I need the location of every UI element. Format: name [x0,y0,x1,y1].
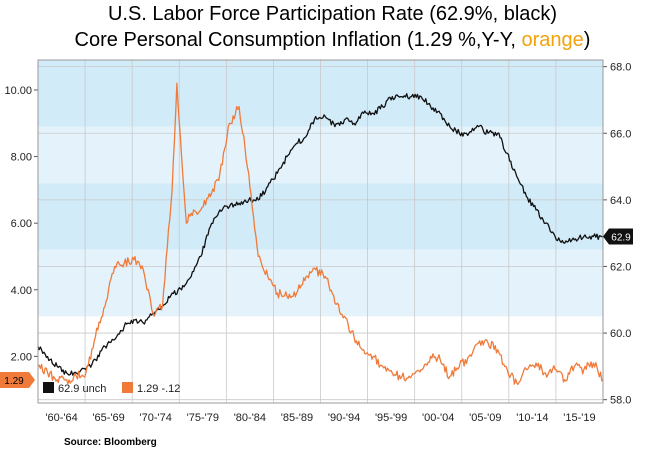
legend-label-black: 62.9 unch [58,383,106,395]
right-y-tick-label: 58.0 [610,395,631,407]
legend-label-orange: 1.29 -.12 [137,383,180,395]
x-tick-label: '60-'64 [45,412,77,424]
x-tick-label: '75-'79 [187,412,219,424]
left-y-tick-label: 6.00 [11,218,32,230]
plot-frame [37,59,604,404]
left-y-tick-label: 2.00 [11,351,32,363]
title-close-paren: ) [583,29,591,51]
x-tick-label: '85-'89 [281,412,313,424]
x-tick-label: '10-'14 [516,412,548,424]
source-note: Source: Bloomberg [64,437,157,448]
right-y-tick-label: 62.0 [610,261,631,273]
chart-title-line-1: U.S. Labor Force Participation Rate (62.… [107,3,558,25]
x-tick-label: '00-'04 [422,412,454,424]
right-y-tick-label: 66.0 [610,128,631,140]
series-lines [37,82,604,386]
x-tick-label: '05-'09 [469,412,501,424]
x-tick-label: '90-'94 [328,412,360,424]
axes: '60-'64 '65-'69 '70-'74 '75-'79 '80-'84 '85-'… [4,59,631,424]
legend-swatch-orange [122,382,133,393]
chart-legend: 62.9 unch 1.29 -.12 [43,382,180,395]
left-last-value-badge [0,372,35,389]
title-orange-word: orange [521,29,584,51]
left-y-tick-label: 10.00 [4,85,32,97]
left-y-tick-label: 4.00 [11,285,32,297]
x-tick-label: '95-'99 [375,412,407,424]
right-y-tick-label: 68.0 [610,62,631,74]
black-series-line [37,93,604,376]
x-tick-label: '80-'84 [234,412,266,424]
grid-lines [38,60,603,403]
right-y-tick-label: 60.0 [610,328,631,340]
left-last-value-label: 1.29 [4,376,24,387]
right-last-value-badge [603,228,633,245]
title-text: Core Personal Consumption Inflation (1.2… [74,29,522,51]
orange-series-line [37,82,604,386]
right-last-value-label: 62.9 [611,232,631,243]
right-y-tick-label: 64.0 [610,195,631,207]
chart-title-line-2: Core Personal Consumption Inflation (1.2… [0,29,665,52]
dual-axis-line-chart: '60-'64 '65-'69 '70-'74 '75-'79 '80-'84 '85-'… [0,59,633,424]
left-y-tick-label: 8.00 [11,152,32,164]
x-tick-label: '15-'19 [563,412,595,424]
x-tick-label: '65-'69 [92,412,124,424]
x-tick-label: '70-'74 [140,412,172,424]
value-labels: 1.29 62.9 [0,228,633,389]
legend-swatch-black [43,382,54,393]
